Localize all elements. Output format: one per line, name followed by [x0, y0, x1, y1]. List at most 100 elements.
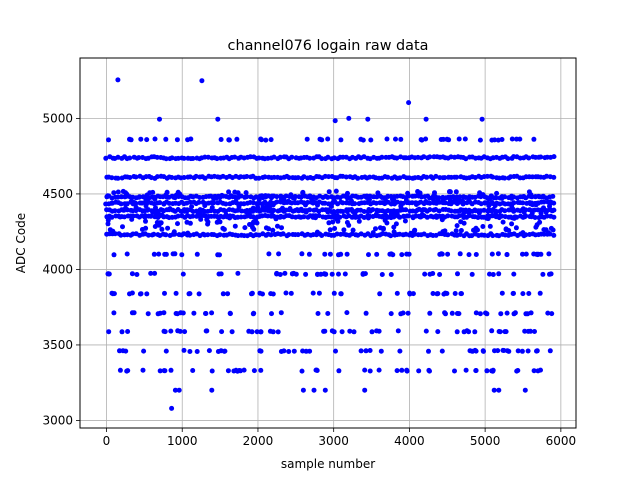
data-point	[299, 251, 305, 257]
data-point	[336, 368, 342, 374]
data-point	[259, 193, 265, 199]
data-point	[129, 216, 135, 222]
data-point	[194, 349, 200, 354]
data-point	[377, 291, 383, 297]
data-point	[303, 202, 308, 208]
data-point	[172, 387, 178, 393]
data-point	[226, 189, 232, 195]
data-point	[493, 211, 499, 217]
data-point	[334, 213, 340, 219]
y-tick-label: 3000	[42, 413, 73, 427]
data-point	[332, 118, 338, 124]
data-point	[191, 310, 197, 316]
data-point	[115, 189, 121, 195]
data-point	[525, 328, 531, 334]
data-point	[458, 207, 464, 213]
data-point	[442, 175, 448, 181]
data-point	[393, 136, 398, 142]
data-point	[493, 195, 499, 201]
data-point	[238, 214, 244, 220]
data-point	[439, 217, 445, 223]
data-point	[169, 155, 175, 161]
data-point	[327, 251, 333, 257]
data-point	[308, 195, 314, 201]
data-point	[291, 196, 297, 201]
data-point	[504, 252, 510, 257]
data-point	[196, 291, 202, 297]
data-point	[157, 368, 163, 374]
data-point	[187, 220, 193, 226]
data-point	[127, 155, 133, 161]
data-point	[144, 291, 150, 297]
data-point	[499, 194, 505, 200]
data-point	[456, 311, 462, 317]
data-point	[218, 137, 224, 142]
data-point	[467, 348, 473, 354]
data-point	[319, 137, 325, 143]
data-point	[454, 223, 460, 229]
data-point	[423, 199, 429, 204]
data-point	[190, 156, 196, 161]
data-point	[541, 227, 547, 233]
data-point	[258, 367, 264, 373]
data-point	[193, 173, 199, 179]
data-point	[162, 329, 168, 335]
data-point	[388, 233, 394, 239]
data-point	[490, 272, 496, 277]
data-point	[152, 270, 158, 276]
data-point	[271, 154, 277, 160]
data-point	[368, 137, 374, 143]
data-point	[511, 290, 516, 296]
data-point	[303, 271, 309, 277]
data-point	[307, 348, 313, 354]
data-point	[520, 200, 526, 206]
data-point	[111, 310, 117, 316]
data-point	[314, 229, 320, 235]
data-point	[194, 251, 200, 257]
data-point	[355, 175, 361, 181]
data-point	[475, 227, 480, 233]
data-point	[388, 272, 394, 277]
data-point	[406, 213, 412, 219]
data-point	[424, 214, 430, 220]
data-point	[181, 175, 187, 180]
data-point	[328, 204, 334, 209]
data-point	[154, 174, 160, 180]
data-point	[323, 214, 329, 220]
data-point	[103, 155, 109, 161]
data-point	[283, 290, 289, 296]
data-point	[303, 209, 309, 215]
data-point	[416, 206, 422, 212]
data-point	[258, 329, 264, 335]
data-point	[180, 271, 186, 277]
data-point	[547, 203, 552, 209]
data-point	[268, 232, 274, 238]
data-point	[499, 290, 505, 296]
data-point	[443, 311, 448, 317]
data-point	[313, 367, 319, 373]
data-point	[485, 216, 491, 222]
data-point	[473, 368, 479, 373]
data-point	[520, 194, 526, 200]
data-point	[387, 251, 393, 257]
data-point	[257, 290, 263, 296]
data-point	[170, 251, 176, 257]
data-point	[375, 190, 381, 196]
data-point	[537, 219, 543, 225]
data-point	[408, 230, 414, 236]
data-point	[236, 368, 242, 373]
data-point	[298, 206, 304, 212]
data-point	[344, 209, 350, 215]
data-point	[127, 136, 132, 142]
data-point	[526, 155, 532, 161]
data-point	[165, 225, 171, 231]
data-point	[448, 208, 454, 214]
data-point	[242, 225, 248, 231]
data-point	[278, 213, 284, 219]
data-point	[274, 194, 280, 200]
data-point	[487, 223, 493, 229]
data-point	[505, 156, 511, 162]
data-point	[537, 290, 543, 296]
data-point	[373, 226, 378, 232]
